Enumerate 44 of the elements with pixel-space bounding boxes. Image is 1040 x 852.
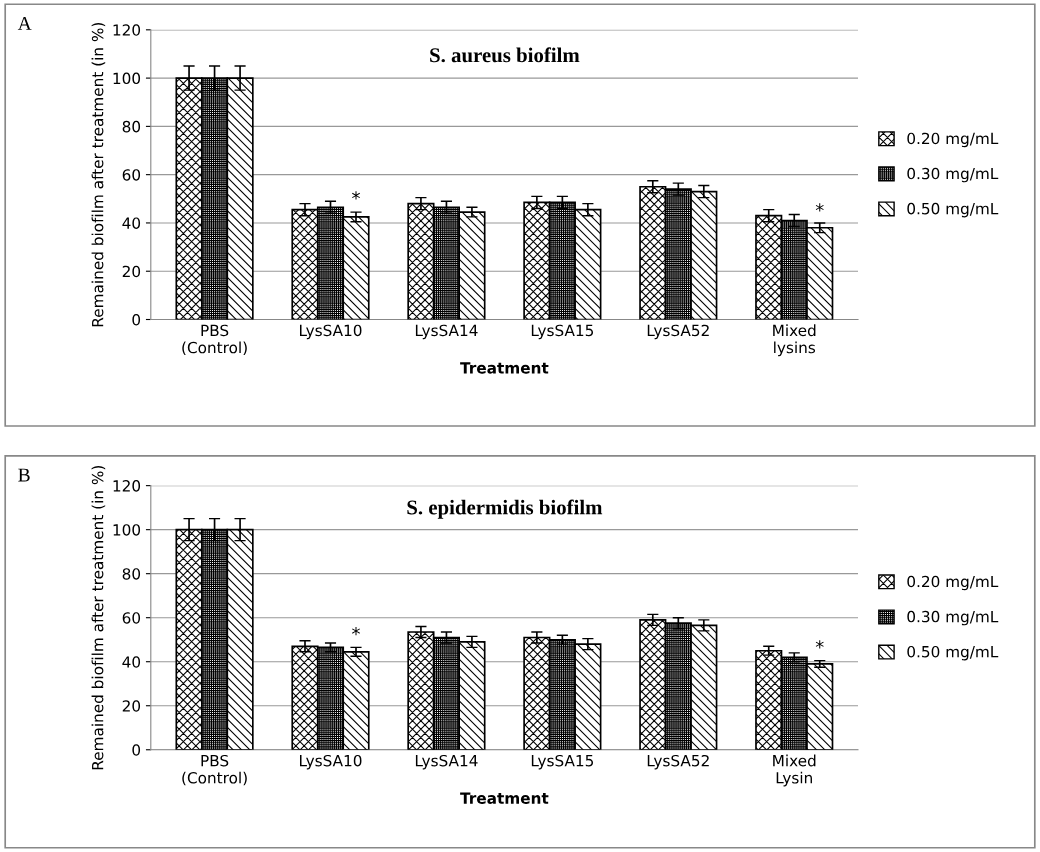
y-tick-label: 60	[122, 612, 141, 624]
x-tick-label: LysSA52	[647, 754, 709, 770]
x-axis-title: Treatment	[460, 792, 549, 804]
x-tick-label: PBS (Control)	[182, 754, 247, 786]
x-tick-label: LysSA15	[531, 324, 594, 340]
y-axis-title: Remained biofilm after treatment (in %)	[91, 465, 106, 770]
y-tick-label: 80	[122, 120, 141, 133]
y-tick-label: 120	[113, 24, 141, 36]
text: S. epidermidis biofilm	[407, 499, 603, 519]
x-tick-label: LysSA15	[531, 754, 594, 770]
legend-label: 0.20 mg/mL	[907, 132, 999, 148]
legend-label: 0.30 mg/mL	[907, 610, 999, 626]
text: S. aureus biofilm	[430, 47, 580, 63]
annotation: *	[352, 191, 360, 200]
annotation: *	[815, 203, 824, 212]
text: A	[17, 16, 32, 30]
y-tick-label: 80	[122, 568, 141, 580]
legend-label: 0.50 mg/mL	[907, 202, 999, 218]
x-axis-title: Treatment	[460, 362, 549, 374]
y-tick-label: 100	[113, 524, 141, 536]
text: B	[18, 468, 30, 482]
y-tick-label: 40	[122, 656, 141, 668]
y-axis-title: Remained biofilm after treatment (in %)	[91, 22, 106, 327]
x-tick-label: LysSA52	[647, 324, 709, 340]
x-tick-label: LysSA10	[300, 324, 362, 340]
legend-label: 0.20 mg/mL	[907, 575, 999, 591]
y-tick-label: 100	[113, 72, 141, 85]
y-tick-label: 60	[122, 169, 141, 181]
x-tick-label: LysSA10	[300, 754, 362, 770]
x-tick-label: PBS (Control)	[182, 324, 247, 356]
x-tick-label: LysSA14	[415, 324, 478, 340]
y-tick-label: 0	[132, 744, 141, 756]
y-tick-label: 20	[122, 700, 141, 712]
x-tick-label: Mixed Lysin	[773, 754, 816, 787]
annotation: *	[352, 626, 360, 636]
x-tick-label: LysSA14	[415, 754, 478, 770]
y-tick-label: 20	[122, 265, 141, 278]
x-tick-label: Mixed lysins	[773, 324, 816, 357]
legend-label: 0.50 mg/mL	[907, 645, 999, 661]
legend-label: 0.30 mg/mL	[907, 167, 999, 183]
annotation: *	[815, 640, 824, 649]
y-tick-label: 40	[122, 217, 141, 229]
y-tick-label: 0	[132, 313, 141, 326]
y-tick-label: 120	[113, 480, 141, 492]
